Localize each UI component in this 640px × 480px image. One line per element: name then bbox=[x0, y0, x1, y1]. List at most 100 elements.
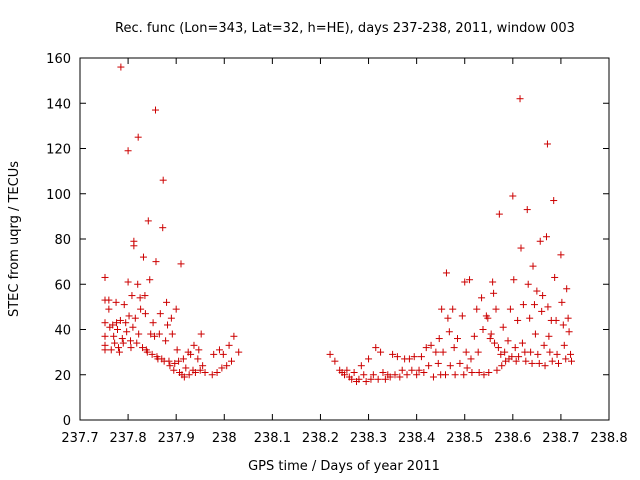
data-point bbox=[133, 339, 141, 347]
data-point bbox=[450, 344, 458, 352]
data-point bbox=[493, 366, 501, 374]
data-point bbox=[492, 305, 500, 313]
x-tick-label: 238 bbox=[212, 431, 237, 446]
data-point bbox=[509, 192, 517, 200]
data-point bbox=[360, 371, 368, 379]
data-point bbox=[362, 378, 370, 386]
data-point bbox=[432, 348, 440, 356]
data-point bbox=[562, 355, 570, 363]
data-point bbox=[489, 278, 497, 286]
data-point bbox=[468, 368, 476, 376]
data-point bbox=[194, 355, 202, 363]
data-point bbox=[527, 348, 535, 356]
x-tick-label: 237.7 bbox=[61, 431, 98, 446]
data-point bbox=[120, 301, 128, 309]
data-point bbox=[196, 366, 204, 374]
data-point bbox=[522, 357, 530, 365]
data-point bbox=[130, 242, 138, 250]
data-point bbox=[524, 280, 532, 288]
data-point bbox=[218, 364, 226, 372]
data-point bbox=[167, 314, 175, 322]
data-point bbox=[111, 339, 119, 347]
data-point bbox=[159, 224, 167, 232]
data-point bbox=[484, 314, 492, 322]
data-point bbox=[529, 262, 537, 270]
data-point bbox=[405, 355, 413, 363]
data-point bbox=[326, 350, 334, 358]
data-point bbox=[172, 305, 180, 313]
data-point bbox=[197, 330, 205, 338]
data-point bbox=[439, 348, 447, 356]
data-point bbox=[110, 332, 118, 340]
data-point bbox=[128, 292, 136, 300]
x-tick-label: 238.8 bbox=[590, 431, 627, 446]
data-point bbox=[119, 339, 127, 347]
data-point bbox=[515, 353, 523, 361]
data-point bbox=[170, 366, 178, 374]
chart-title: Rec. func (Lon=343, Lat=32, h=HE), days … bbox=[115, 21, 575, 36]
data-point bbox=[393, 353, 401, 361]
data-point bbox=[499, 323, 507, 331]
data-point bbox=[163, 298, 171, 306]
y-tick-label: 80 bbox=[54, 233, 71, 248]
data-point bbox=[190, 341, 198, 349]
data-point bbox=[541, 362, 549, 370]
data-point bbox=[171, 359, 179, 367]
data-point bbox=[498, 362, 506, 370]
data-point bbox=[487, 330, 495, 338]
data-point bbox=[490, 289, 498, 297]
data-point bbox=[403, 371, 411, 379]
y-axis: 0 20 40 60 80 100 120 140 160 bbox=[46, 52, 609, 429]
data-point bbox=[355, 375, 363, 383]
data-point bbox=[454, 335, 462, 343]
data-point bbox=[223, 362, 231, 370]
data-point bbox=[519, 301, 527, 309]
data-point bbox=[386, 373, 394, 381]
data-point bbox=[113, 319, 121, 327]
data-point bbox=[195, 346, 203, 354]
data-point bbox=[134, 280, 142, 288]
data-point bbox=[219, 350, 227, 358]
y-tick-label: 100 bbox=[46, 188, 71, 203]
data-point bbox=[551, 273, 559, 281]
data-point bbox=[444, 314, 452, 322]
data-point bbox=[449, 305, 457, 313]
data-point bbox=[564, 314, 572, 322]
data-point bbox=[109, 321, 117, 329]
data-point bbox=[101, 332, 109, 340]
data-point bbox=[508, 353, 516, 361]
data-point bbox=[491, 339, 499, 347]
data-point bbox=[410, 353, 418, 361]
data-point bbox=[441, 371, 449, 379]
data-point bbox=[486, 335, 494, 343]
data-point bbox=[136, 294, 144, 302]
data-point bbox=[567, 350, 575, 358]
data-point bbox=[461, 278, 469, 286]
x-tick-label: 237.8 bbox=[109, 431, 146, 446]
y-tick-label: 20 bbox=[54, 369, 71, 384]
data-point bbox=[147, 330, 155, 338]
data-point bbox=[417, 353, 425, 361]
data-point bbox=[480, 371, 488, 379]
data-point bbox=[429, 373, 437, 381]
data-point bbox=[369, 371, 377, 379]
data-point bbox=[474, 348, 482, 356]
data-point bbox=[112, 298, 120, 306]
data-point bbox=[156, 310, 164, 318]
data-point bbox=[565, 328, 573, 336]
data-point bbox=[155, 330, 163, 338]
data-point bbox=[350, 368, 358, 376]
data-point bbox=[125, 312, 133, 320]
data-point bbox=[105, 305, 113, 313]
data-point bbox=[531, 330, 539, 338]
data-point bbox=[463, 364, 471, 372]
data-point bbox=[141, 292, 149, 300]
data-points bbox=[101, 63, 575, 386]
data-point bbox=[123, 328, 131, 336]
data-point bbox=[166, 362, 174, 370]
data-point bbox=[105, 296, 113, 304]
x-tick-label: 237.9 bbox=[158, 431, 195, 446]
data-point bbox=[139, 253, 147, 261]
data-point bbox=[208, 371, 216, 379]
data-point bbox=[101, 319, 109, 327]
